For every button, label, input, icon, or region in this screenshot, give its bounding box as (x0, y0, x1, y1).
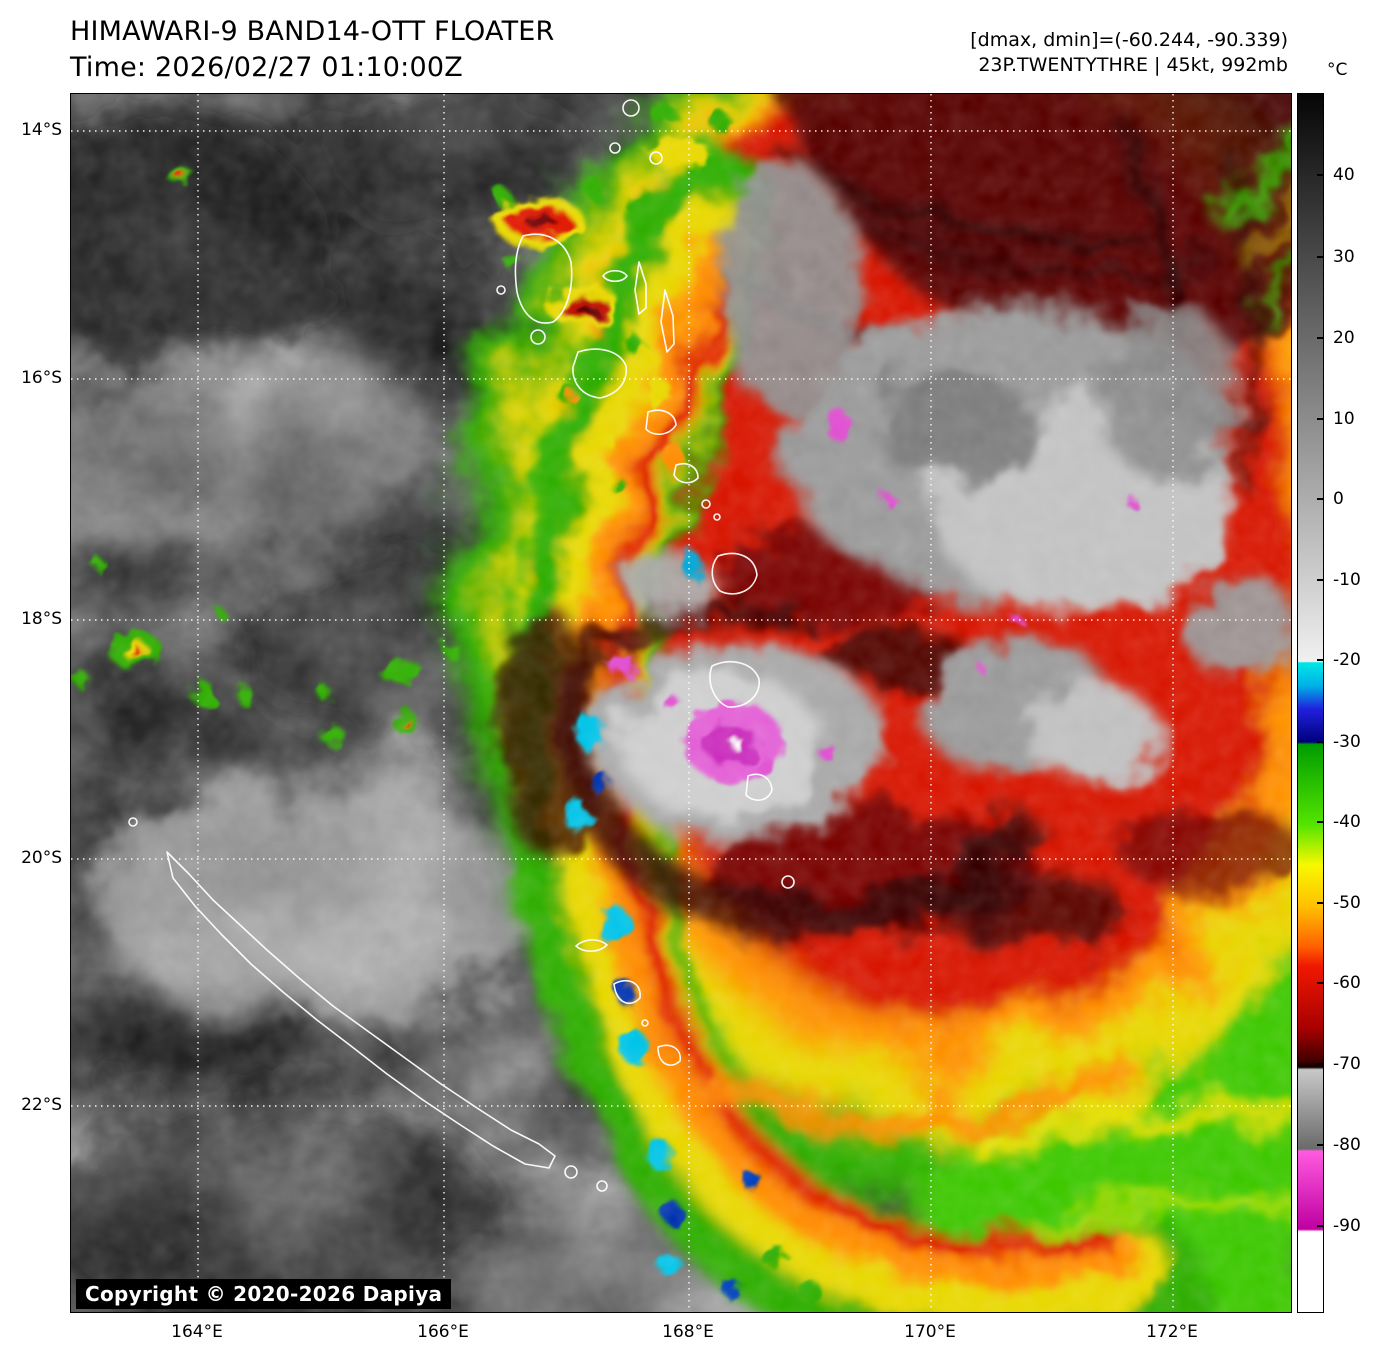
grain-overlay (71, 94, 1291, 1312)
colorbar-tick-label: -30 (1333, 732, 1361, 752)
lat-tick-label: 18°S (21, 609, 62, 629)
colorbar-tick-label: -40 (1333, 812, 1361, 832)
lat-tick-label: 16°S (21, 368, 62, 388)
colorbar-tick-label: 20 (1333, 328, 1355, 348)
colorbar-tick-label: -10 (1333, 570, 1361, 590)
lon-tick-label: 170°E (904, 1322, 956, 1342)
colorbar-tick-label: 30 (1333, 247, 1355, 267)
colorbar-tick-label: -70 (1333, 1054, 1361, 1074)
colorbar (1297, 93, 1324, 1313)
colorbar-scale (1298, 94, 1323, 1312)
colorbar-unit-label: °C (1327, 60, 1348, 80)
colorbar-tick-label: -50 (1333, 893, 1361, 913)
lon-tick-label: 172°E (1146, 1322, 1198, 1342)
colorbar-tick-label: 10 (1333, 409, 1355, 429)
timestamp-line: Time: 2026/02/27 01:10:00Z (70, 52, 463, 83)
header-right: [dmax, dmin]=(-60.244, -90.339) 23P.TWEN… (970, 28, 1288, 78)
satellite-imagery (71, 94, 1291, 1312)
colorbar-tick-label: -80 (1333, 1135, 1361, 1155)
lat-tick-label: 22°S (21, 1095, 62, 1115)
lon-tick-label: 164°E (171, 1322, 223, 1342)
coastlines (128, 99, 795, 1192)
copyright-badge: Copyright © 2020-2026 Dapiya (76, 1279, 452, 1309)
colorbar-tick-label: -20 (1333, 650, 1361, 670)
lon-tick-label: 166°E (417, 1322, 469, 1342)
colorbar-tick-label: -60 (1333, 973, 1361, 993)
colorbar-tick-label: -90 (1333, 1216, 1361, 1236)
lat-tick-label: 20°S (21, 848, 62, 868)
dmax-dmin-readout: [dmax, dmin]=(-60.244, -90.339) (970, 29, 1288, 51)
storm-info-readout: 23P.TWENTYTHRE | 45kt, 992mb (978, 54, 1288, 76)
gridlines (71, 94, 1291, 1312)
map-frame: Copyright © 2020-2026 Dapiya (70, 93, 1292, 1313)
lat-tick-label: 14°S (21, 120, 62, 140)
colorbar-tick-label: 0 (1333, 489, 1344, 509)
lon-tick-label: 168°E (662, 1322, 714, 1342)
page-title: HIMAWARI-9 BAND14-OTT FLOATER (70, 16, 555, 47)
colorbar-tick-label: 40 (1333, 165, 1355, 185)
